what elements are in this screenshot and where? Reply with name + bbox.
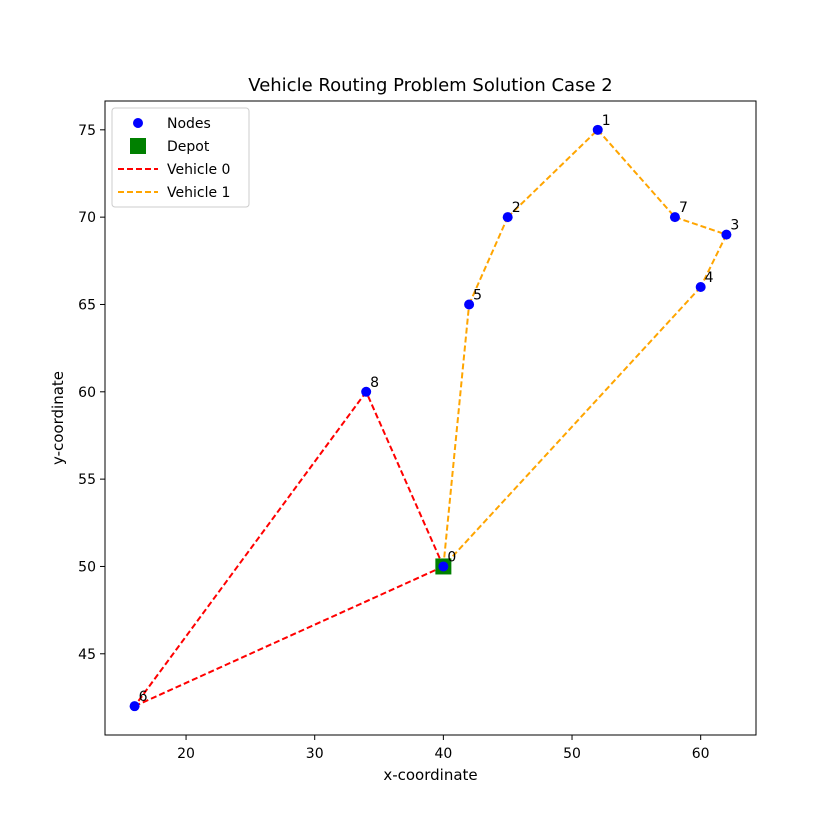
node-point-2	[502, 212, 513, 223]
y-tick-label: 65	[78, 297, 96, 313]
y-axis-label: y-coordinate	[49, 371, 67, 465]
y-tick-label: 45	[78, 647, 96, 663]
node-point-8	[361, 386, 372, 397]
vehicle-1-route-segment	[442, 286, 702, 568]
node-label-4: 4	[705, 270, 714, 286]
legend-nodes-label: Nodes	[167, 116, 211, 132]
x-axis-ticks: 20 30 40 50 60	[177, 735, 710, 762]
node-label-2: 2	[512, 200, 521, 216]
node-point-3	[721, 229, 732, 240]
vehicle-1-route-segment	[506, 129, 599, 218]
vehicle-1-route-segment	[468, 216, 509, 305]
node-label-5: 5	[473, 287, 482, 303]
plot-frame	[104, 100, 757, 736]
y-tick-label: 60	[78, 385, 96, 401]
x-tick-label: 20	[177, 746, 195, 762]
node-point-1	[592, 124, 603, 135]
legend-depot-marker	[130, 138, 146, 154]
node-label-1: 1	[602, 113, 611, 129]
legend: Nodes Depot Vehicle 0 Vehicle 1	[111, 107, 250, 208]
y-tick-label: 70	[78, 210, 96, 226]
node-label-6: 6	[139, 689, 148, 705]
y-tick-label: 55	[78, 472, 96, 488]
chart-title: Vehicle Routing Problem Solution Case 2	[248, 75, 612, 96]
node-point-4	[695, 282, 706, 293]
vehicle-1-route-segment	[442, 304, 471, 567]
nodes-layer	[129, 124, 732, 712]
legend-nodes-marker	[133, 118, 143, 128]
node-point-7	[669, 212, 680, 223]
depot-node-point	[438, 561, 449, 572]
node-labels-layer: 0 1 2 3 4 5 6 7 8	[139, 113, 740, 705]
vehicle-0-route-segment	[134, 565, 444, 708]
x-tick-label: 40	[434, 746, 452, 762]
legend-depot-label: Depot	[167, 139, 210, 155]
node-label-7: 7	[679, 200, 688, 216]
node-point-6	[129, 701, 140, 712]
routes-layer	[133, 129, 728, 708]
x-axis-label: x-coordinate	[383, 766, 477, 784]
legend-box	[111, 107, 250, 208]
node-label-0: 0	[447, 549, 456, 565]
node-label-3: 3	[730, 218, 739, 234]
x-tick-label: 50	[563, 746, 581, 762]
vehicle-0-route-segment	[133, 391, 367, 707]
y-tick-label: 75	[78, 123, 96, 139]
x-tick-label: 60	[692, 746, 710, 762]
y-tick-label: 50	[78, 559, 96, 575]
vehicle-0-route-segment	[365, 391, 445, 567]
y-axis-ticks: 45 50 55 60 65 70 75	[78, 123, 105, 663]
vehicle-1-route-segment	[699, 234, 728, 288]
vehicle-1-route-segment	[674, 216, 727, 236]
node-label-8: 8	[370, 375, 379, 391]
legend-vehicle-1-label: Vehicle 1	[167, 185, 230, 201]
vehicle-1-route-segment	[597, 129, 676, 218]
x-tick-label: 30	[306, 746, 324, 762]
legend-vehicle-0-label: Vehicle 0	[167, 162, 230, 178]
node-point-5	[464, 299, 475, 310]
